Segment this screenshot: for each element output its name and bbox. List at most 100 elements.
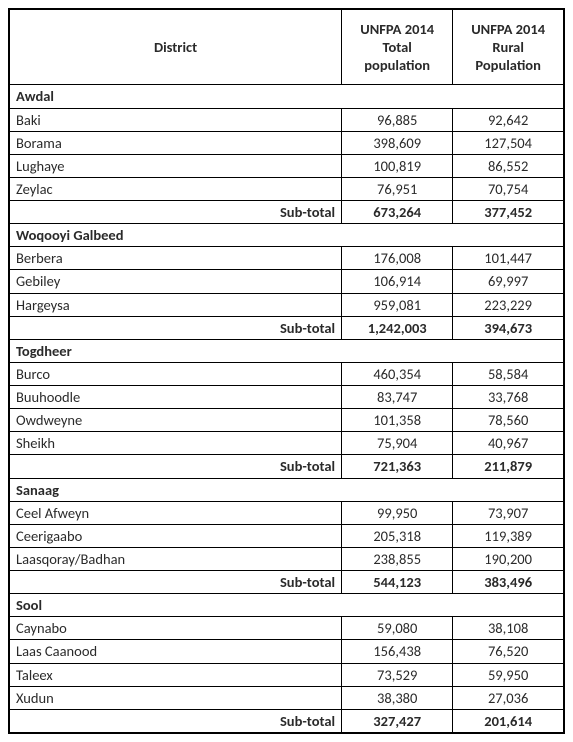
region-name: Togdheer xyxy=(9,339,564,362)
rural-cell: 70,754 xyxy=(453,177,564,200)
region-header: Sool xyxy=(9,594,564,617)
total-cell: 101,358 xyxy=(342,409,453,432)
table-row: Berbera176,008101,447 xyxy=(9,247,564,270)
district-cell: Caynabo xyxy=(9,617,342,640)
rural-cell: 73,907 xyxy=(453,501,564,524)
table-row: Buuhoodle83,74733,768 xyxy=(9,386,564,409)
district-cell: Baki xyxy=(9,108,342,131)
subtotal-rural: 394,673 xyxy=(453,316,564,339)
region-name: Sool xyxy=(9,594,564,617)
table-row: Laas Caanood156,43876,520 xyxy=(9,640,564,663)
rural-cell: 78,560 xyxy=(453,409,564,432)
population-table: District UNFPA 2014 Total population UNF… xyxy=(8,8,565,734)
subtotal-row: Sub-total544,123383,496 xyxy=(9,571,564,594)
table-row: Caynabo59,08038,108 xyxy=(9,617,564,640)
total-cell: 76,951 xyxy=(342,177,453,200)
header-total: UNFPA 2014 Total population xyxy=(342,9,453,85)
table-row: Zeylac76,95170,754 xyxy=(9,177,564,200)
district-cell: Laas Caanood xyxy=(9,640,342,663)
table-row: Taleex73,52959,950 xyxy=(9,663,564,686)
header-district: District xyxy=(9,9,342,85)
subtotal-total: 673,264 xyxy=(342,201,453,224)
region-header: Togdheer xyxy=(9,339,564,362)
total-cell: 176,008 xyxy=(342,247,453,270)
rural-cell: 119,389 xyxy=(453,524,564,547)
rural-cell: 38,108 xyxy=(453,617,564,640)
rural-cell: 40,967 xyxy=(453,432,564,455)
rural-cell: 92,642 xyxy=(453,108,564,131)
subtotal-total: 327,427 xyxy=(342,709,453,733)
district-cell: Xudun xyxy=(9,686,342,709)
subtotal-label: Sub-total xyxy=(9,455,342,478)
district-cell: Laasqoray/Badhan xyxy=(9,547,342,570)
table-row: Gebiley106,91469,997 xyxy=(9,270,564,293)
table-row: Xudun38,38027,036 xyxy=(9,686,564,709)
table-row: Ceerigaabo205,318119,389 xyxy=(9,524,564,547)
total-cell: 205,318 xyxy=(342,524,453,547)
subtotal-label: Sub-total xyxy=(9,571,342,594)
table-row: Burco460,35458,584 xyxy=(9,362,564,385)
rural-cell: 127,504 xyxy=(453,131,564,154)
district-cell: Owdweyne xyxy=(9,409,342,432)
table-row: Borama398,609127,504 xyxy=(9,131,564,154)
total-cell: 100,819 xyxy=(342,154,453,177)
rural-cell: 27,036 xyxy=(453,686,564,709)
region-name: Sanaag xyxy=(9,478,564,501)
table-row: Sheikh75,90440,967 xyxy=(9,432,564,455)
district-cell: Buuhoodle xyxy=(9,386,342,409)
district-cell: Gebiley xyxy=(9,270,342,293)
rural-cell: 33,768 xyxy=(453,386,564,409)
total-cell: 156,438 xyxy=(342,640,453,663)
district-cell: Burco xyxy=(9,362,342,385)
subtotal-rural: 201,614 xyxy=(453,709,564,733)
district-cell: Berbera xyxy=(9,247,342,270)
district-cell: Sheikh xyxy=(9,432,342,455)
district-cell: Zeylac xyxy=(9,177,342,200)
table-row: Baki96,88592,642 xyxy=(9,108,564,131)
subtotal-row: Sub-total1,242,003394,673 xyxy=(9,316,564,339)
rural-cell: 190,200 xyxy=(453,547,564,570)
header-rural: UNFPA 2014 Rural Population xyxy=(453,9,564,85)
region-name: Awdal xyxy=(9,85,564,108)
rural-cell: 58,584 xyxy=(453,362,564,385)
subtotal-label: Sub-total xyxy=(9,709,342,733)
table-row: Ceel Afweyn99,95073,907 xyxy=(9,501,564,524)
table-row: Owdweyne101,35878,560 xyxy=(9,409,564,432)
total-cell: 59,080 xyxy=(342,617,453,640)
region-header: Awdal xyxy=(9,85,564,108)
total-cell: 38,380 xyxy=(342,686,453,709)
table-header-row: District UNFPA 2014 Total population UNF… xyxy=(9,9,564,85)
subtotal-rural: 211,879 xyxy=(453,455,564,478)
total-cell: 460,354 xyxy=(342,362,453,385)
district-cell: Ceel Afweyn xyxy=(9,501,342,524)
subtotal-row: Sub-total721,363211,879 xyxy=(9,455,564,478)
rural-cell: 76,520 xyxy=(453,640,564,663)
total-cell: 106,914 xyxy=(342,270,453,293)
table-row: Laasqoray/Badhan238,855190,200 xyxy=(9,547,564,570)
total-cell: 73,529 xyxy=(342,663,453,686)
subtotal-total: 544,123 xyxy=(342,571,453,594)
subtotal-label: Sub-total xyxy=(9,316,342,339)
table-row: Hargeysa959,081223,229 xyxy=(9,293,564,316)
district-cell: Hargeysa xyxy=(9,293,342,316)
region-header: Woqooyi Galbeed xyxy=(9,224,564,247)
subtotal-total: 721,363 xyxy=(342,455,453,478)
subtotal-rural: 377,452 xyxy=(453,201,564,224)
district-cell: Taleex xyxy=(9,663,342,686)
region-header: Sanaag xyxy=(9,478,564,501)
subtotal-rural: 383,496 xyxy=(453,571,564,594)
district-cell: Borama xyxy=(9,131,342,154)
region-name: Woqooyi Galbeed xyxy=(9,224,564,247)
total-cell: 99,950 xyxy=(342,501,453,524)
total-cell: 75,904 xyxy=(342,432,453,455)
subtotal-total: 1,242,003 xyxy=(342,316,453,339)
rural-cell: 86,552 xyxy=(453,154,564,177)
district-cell: Lughaye xyxy=(9,154,342,177)
table-row: Lughaye100,81986,552 xyxy=(9,154,564,177)
rural-cell: 101,447 xyxy=(453,247,564,270)
rural-cell: 59,950 xyxy=(453,663,564,686)
district-cell: Ceerigaabo xyxy=(9,524,342,547)
rural-cell: 223,229 xyxy=(453,293,564,316)
subtotal-row: Sub-total673,264377,452 xyxy=(9,201,564,224)
subtotal-label: Sub-total xyxy=(9,201,342,224)
